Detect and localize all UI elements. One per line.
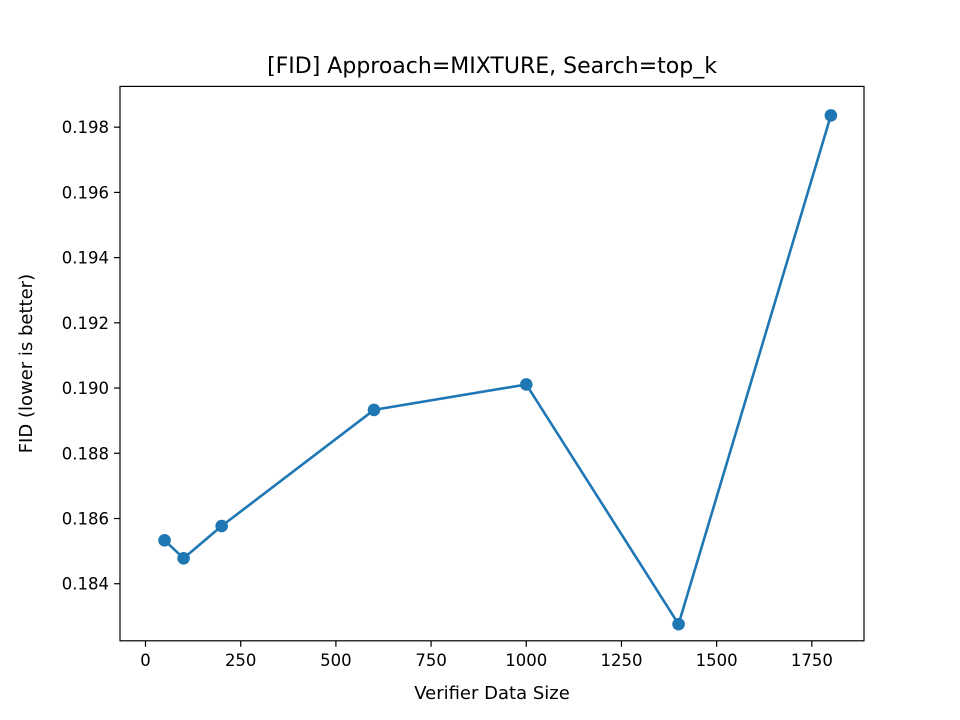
data-point: [367, 403, 381, 417]
y-tick-label: 0.190: [62, 379, 109, 398]
x-tick-label: 1500: [696, 651, 738, 670]
x-axis-label: Verifier Data Size: [414, 683, 570, 704]
series-layer: [158, 109, 838, 631]
chart-title: [FID] Approach=MIXTURE, Search=top_k: [267, 54, 717, 79]
y-tick-label: 0.194: [62, 249, 109, 268]
y-tick-label: 0.186: [62, 510, 109, 529]
x-tick-label: 1250: [600, 651, 642, 670]
data-point: [215, 519, 228, 533]
x-axis-ticks: 0 250 500 750 1000 1250 1500 1750: [140, 640, 833, 670]
data-point: [672, 617, 685, 631]
x-tick-label: 250: [225, 651, 257, 670]
y-tick-label: 0.192: [62, 314, 109, 333]
x-tick-label: 1750: [791, 651, 833, 670]
data-point: [177, 551, 190, 565]
y-tick-label: 0.198: [62, 118, 109, 137]
x-tick-label: 1000: [505, 651, 547, 670]
data-point: [519, 378, 533, 391]
data-point: [824, 109, 838, 122]
plot-area-frame: [119, 85, 865, 642]
y-axis-label: FID (lower is better): [16, 274, 37, 453]
x-tick-label: 500: [320, 651, 352, 670]
data-point: [158, 534, 171, 547]
x-tick-label: 750: [415, 651, 447, 670]
y-tick-label: 0.188: [62, 444, 109, 463]
y-axis-ticks: 0.184 0.186 0.188 0.190 0.192 0.194 0.196 0.198: [62, 118, 120, 594]
y-tick-label: 0.184: [62, 575, 109, 594]
y-tick-label: 0.196: [62, 183, 109, 202]
x-tick-label: 0: [140, 651, 151, 670]
